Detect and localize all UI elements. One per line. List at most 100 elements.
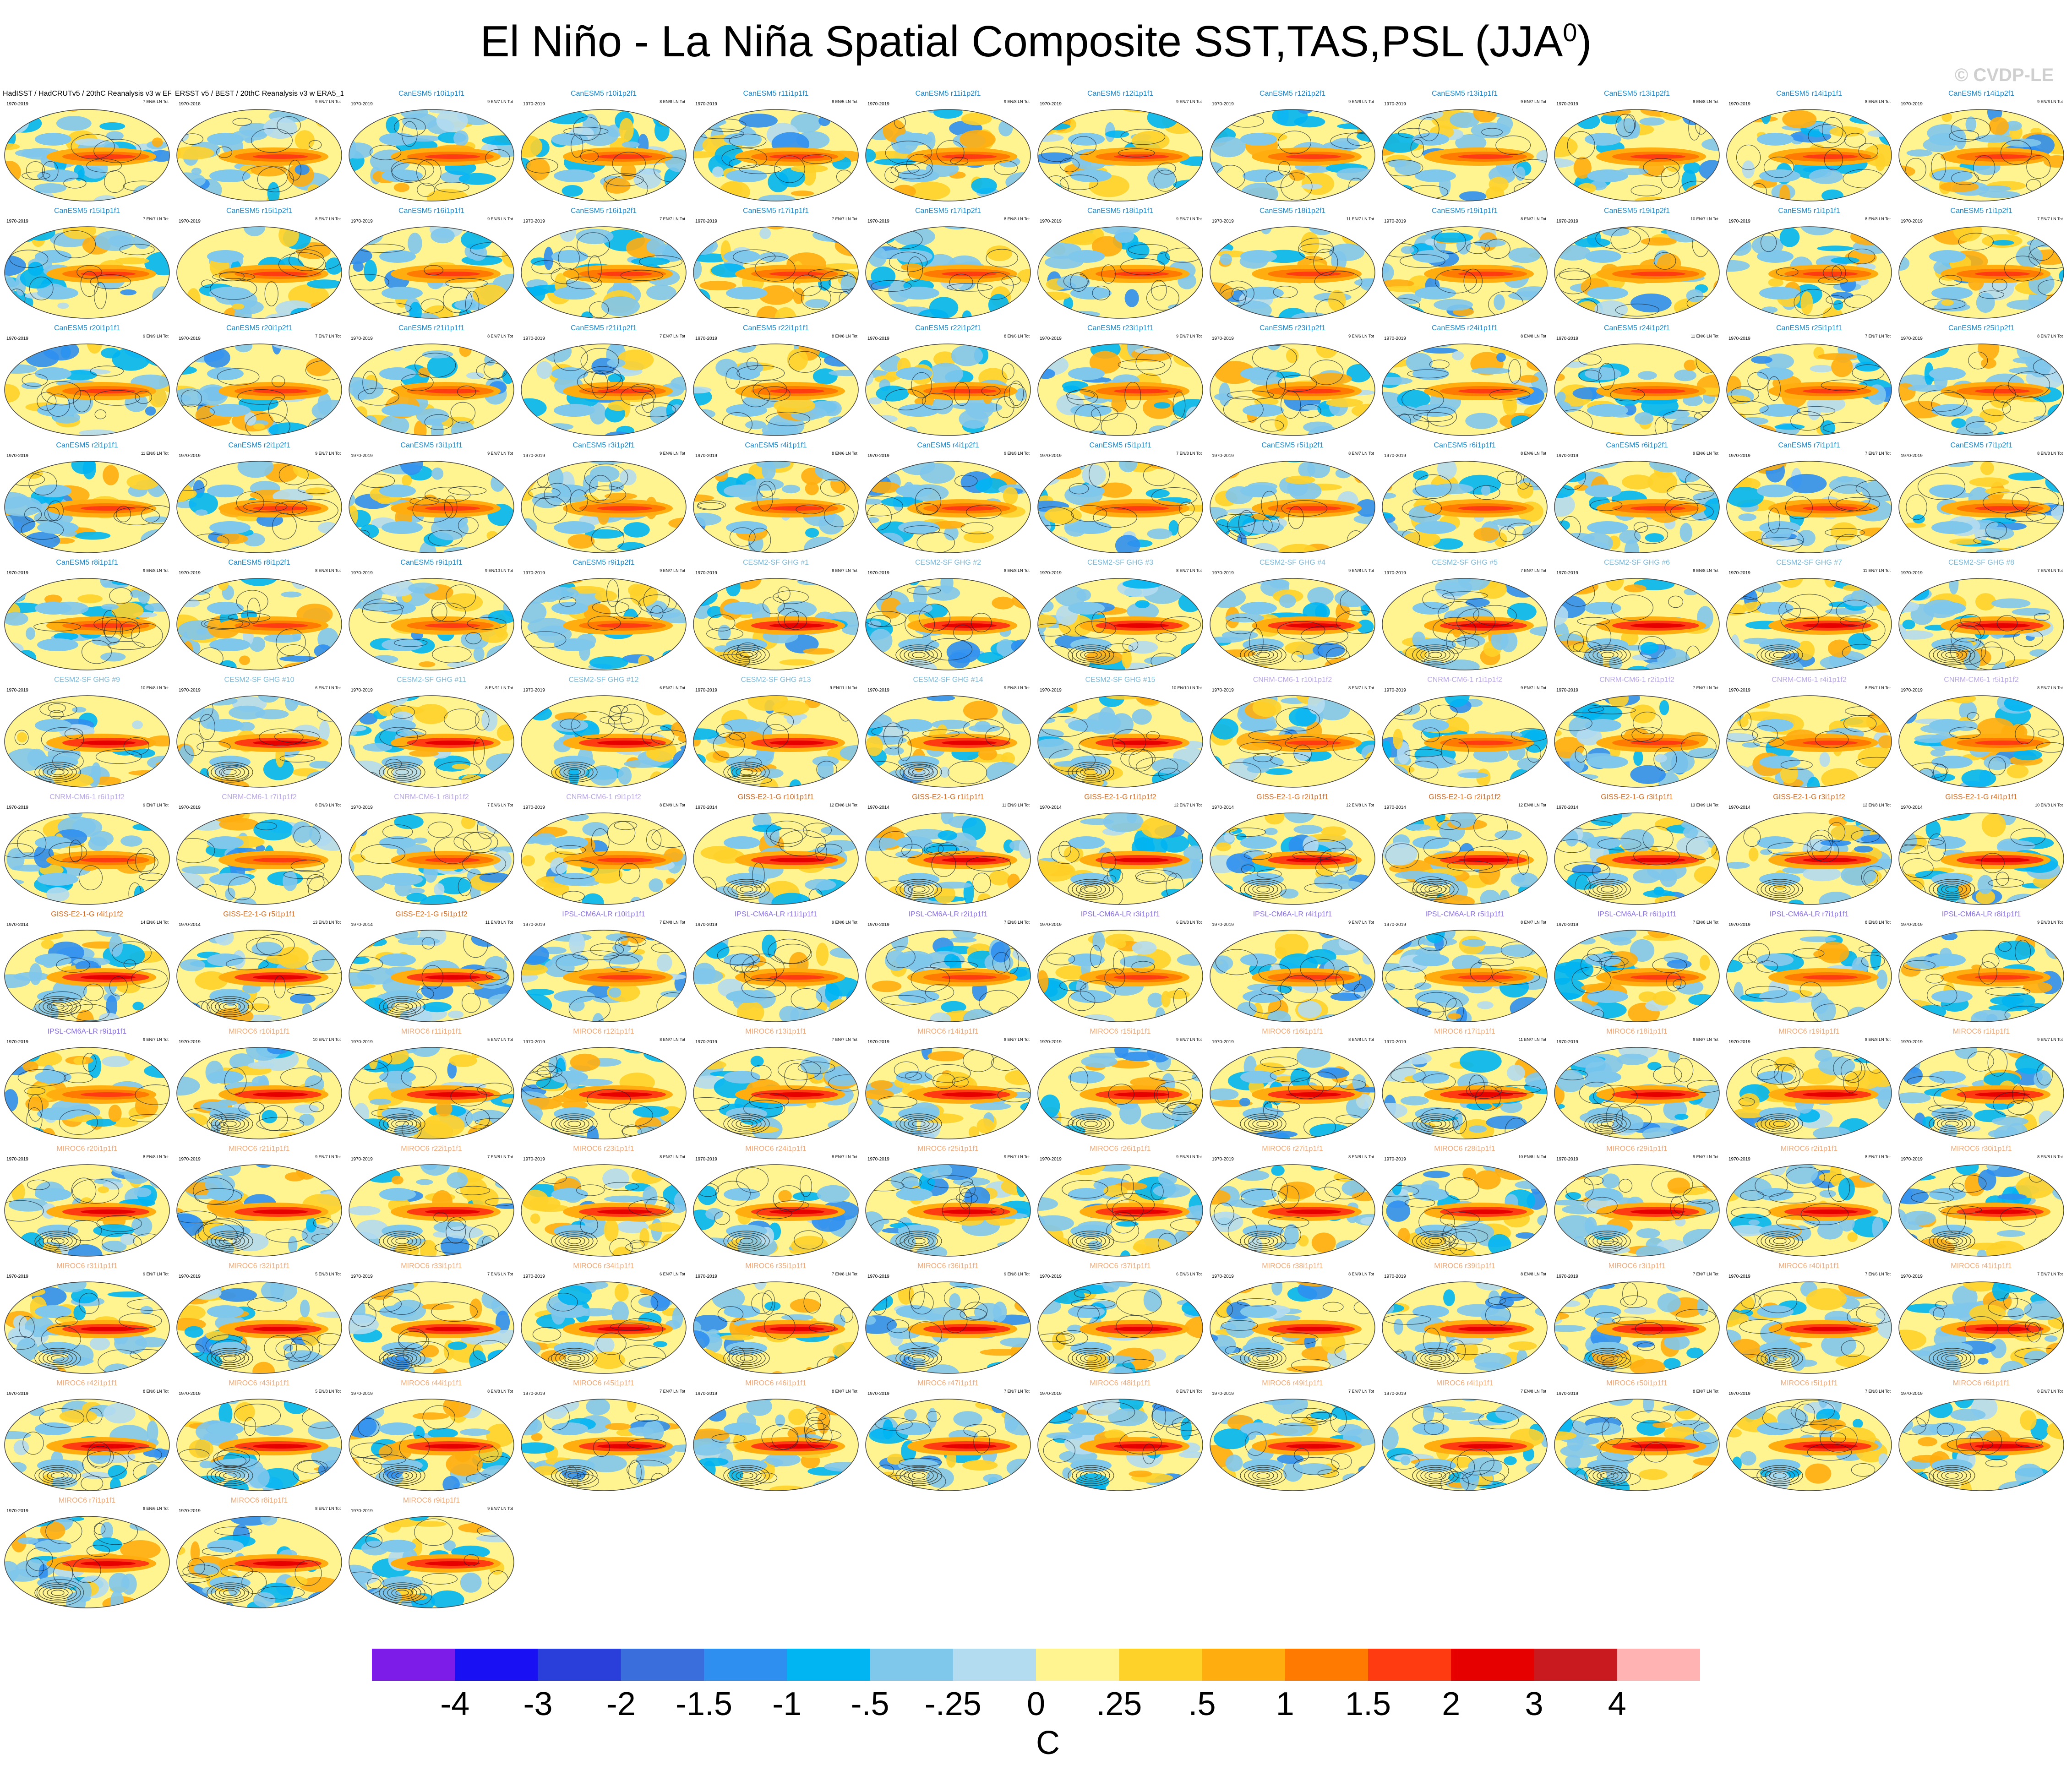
panel-years: 1970-2019 [179, 571, 201, 576]
panel-years: 1970-2019 [1728, 922, 1750, 927]
colorbar-swatch [704, 1649, 787, 1681]
map-panel: GISS-E2-1-G r5i1p1f1 1970-2014 13 EN/8 LN … [175, 910, 344, 1025]
panel-years: 1970-2019 [1901, 1274, 1923, 1279]
composite-map [176, 695, 342, 788]
colorbar-tick-label: -.5 [851, 1686, 889, 1722]
panel-years: 1970-2019 [523, 922, 545, 927]
composite-map [865, 226, 1031, 319]
panel-title: IPSL-CM6A-LR r9i1p1f1 [47, 1028, 127, 1035]
panel-event-count: 9 EN/7 LN Tot [143, 1272, 169, 1276]
map-panel: CanESM5 r25i1p2f1 1970-2019 8 EN/7 LN Tot [1897, 324, 2066, 439]
panel-title: GISS-E2-1-G r3i1p1f2 [1773, 793, 1845, 801]
composite-map [1726, 343, 1892, 436]
panel-event-count: 8 EN/8 LN Tot [143, 1389, 169, 1394]
panel-event-count: 8 EN/7 LN Tot [832, 568, 857, 573]
panel-event-count: 9 EN/8 LN Tot [1348, 568, 1374, 573]
panel-title: MIROC6 r38i1p1f1 [1262, 1262, 1323, 1270]
composite-map [1210, 461, 1375, 553]
panel-event-count: 7 EN/7 LN Tot [315, 334, 341, 338]
panel-years: 1970-2019 [1384, 1391, 1406, 1396]
panel-event-count: 8 EN/8 LN Tot [1521, 1272, 1546, 1276]
map-panel: CanESM5 r3i1p1f1 1970-2019 9 EN/7 LN Tot [347, 441, 516, 556]
panel-event-count: 7 EN/7 LN Tot [1004, 1389, 1030, 1394]
colorbar-tick-label: -4 [440, 1686, 470, 1722]
panel-event-count: 8 EN/6 LN Tot [143, 1506, 169, 1511]
panel-title: CESM2-SF GHG #7 [1776, 559, 1843, 567]
map-panel: MIROC6 r17i1p1f1 1970-2019 11 EN/7 LN Tot [1380, 1028, 1549, 1142]
panel-event-count: 7 EN/8 LN Tot [1521, 1389, 1546, 1394]
map-panel: MIROC6 r23i1p1f1 1970-2019 8 EN/7 LN Tot [519, 1145, 688, 1259]
panel-title: MIROC6 r23i1p1f1 [573, 1145, 634, 1153]
panel-event-count: 9 EN/8 LN Tot [1004, 1272, 1030, 1276]
panel-event-count: 9 EN/6 LN Tot [487, 217, 513, 221]
composite-map [176, 1047, 342, 1139]
panel-years: 1970-2019 [523, 688, 545, 693]
panel-title: CanESM5 r20i1p2f1 [226, 324, 293, 332]
map-panel: GISS-E2-1-G r10i1p1f1 1970-2014 12 EN/8 LN… [692, 793, 860, 908]
composite-map [4, 1516, 170, 1608]
panel-event-count: 8 EN/9 LN Tot [315, 803, 341, 807]
panel-years: 1970-2019 [1384, 102, 1406, 107]
panel-title: CanESM5 r6i1p2f1 [1606, 441, 1668, 449]
panel-title: MIROC6 r25i1p1f1 [917, 1145, 979, 1153]
composite-map [1037, 1164, 1203, 1257]
colorbar-tick-label: -2 [606, 1686, 636, 1722]
panel-event-count: 7 EN/6 LN Tot [487, 1272, 513, 1276]
panel-years: 1970-2019 [867, 336, 889, 341]
panel-event-count: 8 EN/7 LN Tot [2037, 1389, 2063, 1394]
panel-years: 1970-2019 [695, 922, 717, 927]
panel-years: 1970-2019 [1040, 922, 1062, 927]
map-panel: CESM2-SF GHG #10 1970-2019 6 EN/7 LN Tot [175, 676, 344, 790]
composite-map [349, 1047, 514, 1139]
panel-title: CanESM5 r2i1p2f1 [228, 441, 290, 449]
map-panel: MIROC6 r7i1p1f1 1970-2019 8 EN/6 LN Tot [3, 1497, 171, 1611]
panel-years: 1970-2019 [1040, 1391, 1062, 1396]
panel-years: 1970-2019 [6, 102, 28, 107]
map-panel: MIROC6 r32i1p1f1 1970-2019 5 EN/8 LN Tot [175, 1262, 344, 1377]
composite-map [1210, 578, 1375, 670]
panel-years: 1970-2019 [867, 1274, 889, 1279]
panel-title: CanESM5 r25i1p2f1 [1948, 324, 2015, 332]
panel-years: 1970-2019 [1212, 1157, 1234, 1162]
panel-title: CanESM5 r10i1p1f1 [398, 90, 465, 98]
panel-title: CESM2-SF GHG #9 [54, 676, 120, 684]
map-panel: CanESM5 r24i1p2f1 1970-2019 11 EN/6 LN Tot [1553, 324, 1721, 439]
panel-event-count: 8 EN/6 LN Tot [832, 451, 857, 456]
map-panel: CNRM-CM6-1 r7i1p1f2 1970-2019 8 EN/9 LN To… [175, 793, 344, 908]
composite-map [4, 109, 170, 202]
panel-title: GISS-E2-1-G r1i1p1f1 [912, 793, 984, 801]
panel-years: 1970-2019 [867, 1391, 889, 1396]
panel-title: CanESM5 r23i1p1f1 [1087, 324, 1154, 332]
panel-years: 1970-2019 [1728, 336, 1750, 341]
composite-map [865, 1281, 1031, 1374]
map-panel: MIROC6 r40i1p1f1 1970-2019 7 EN/6 LN Tot [1725, 1262, 1893, 1377]
panel-title: MIROC6 r49i1p1f1 [1262, 1379, 1323, 1387]
composite-map [693, 461, 859, 553]
map-panel: MIROC6 r29i1p1f1 1970-2019 9 EN/7 LN Tot [1553, 1145, 1721, 1259]
panel-title: MIROC6 r26i1p1f1 [1090, 1145, 1151, 1153]
panel-years: 1970-2019 [1901, 336, 1923, 341]
panel-title: CanESM5 r1i1p2f1 [1950, 207, 2012, 215]
panel-years: 1970-2019 [351, 805, 373, 810]
map-panel: IPSL-CM6A-LR r9i1p1f1 1970-2019 9 EN/7 LN … [3, 1028, 171, 1142]
panel-title: MIROC6 r50i1p1f1 [1606, 1379, 1668, 1387]
panel-title: CanESM5 r4i1p1f1 [745, 441, 807, 449]
panel-title: CanESM5 r8i1p2f1 [228, 559, 290, 567]
composite-map [1554, 461, 1720, 553]
panel-years: 1970-2019 [1384, 1157, 1406, 1162]
panel-title: CanESM5 r22i1p2f1 [915, 324, 981, 332]
panel-event-count: 8 EN/6 LN Tot [1521, 451, 1546, 456]
panel-title: MIROC6 r32i1p1f1 [229, 1262, 290, 1270]
panel-event-count: 7 EN/7 LN Tot [832, 217, 857, 221]
map-panel: MIROC6 r27i1p1f1 1970-2019 8 EN/8 LN Tot [1208, 1145, 1377, 1259]
panel-event-count: 11 EN/8 LN Tot [485, 920, 513, 925]
composite-map [865, 930, 1031, 1022]
panel-event-count: 9 EN/8 LN Tot [1176, 1155, 1202, 1159]
panel-years: 1970-2019 [351, 219, 373, 224]
panel-years: 1970-2019 [695, 336, 717, 341]
panel-title: CESM2-SF GHG #12 [568, 676, 639, 684]
panel-years: 1970-2019 [1901, 1040, 1923, 1045]
composite-map [865, 578, 1031, 670]
map-panel: MIROC6 r48i1p1f1 1970-2019 8 EN/7 LN Tot [1036, 1379, 1205, 1494]
map-panel: CESM2-SF GHG #9 1970-2019 10 EN/8 LN Tot [3, 676, 171, 790]
